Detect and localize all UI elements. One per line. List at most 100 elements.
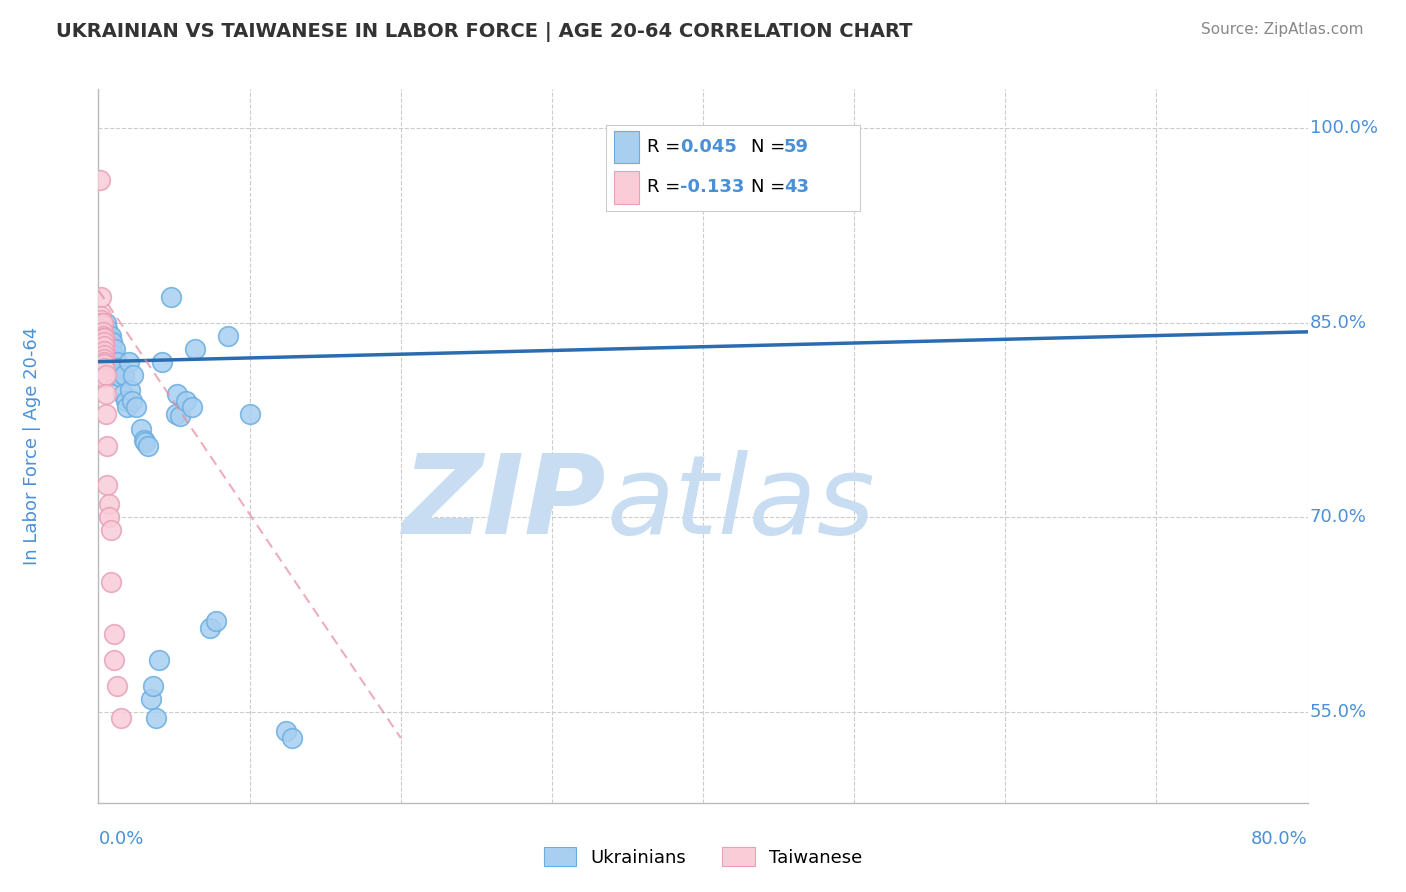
Point xyxy=(90,318,112,333)
Point xyxy=(91,339,114,353)
Point xyxy=(94,331,117,345)
Point xyxy=(281,731,304,745)
Point xyxy=(94,316,117,330)
Point xyxy=(107,361,129,376)
Point xyxy=(96,335,118,350)
Point xyxy=(100,575,122,590)
Text: 55.0%: 55.0% xyxy=(1310,703,1367,721)
Point xyxy=(160,290,183,304)
Point xyxy=(110,361,132,376)
Point xyxy=(93,352,115,367)
Point xyxy=(94,326,117,340)
Point xyxy=(93,339,115,353)
Point xyxy=(148,653,170,667)
Text: 0.045: 0.045 xyxy=(681,138,737,156)
Point xyxy=(110,711,132,725)
Point xyxy=(93,354,115,368)
Point xyxy=(174,393,197,408)
Point xyxy=(91,316,114,330)
Point xyxy=(91,331,114,345)
Point xyxy=(100,524,122,538)
Point xyxy=(90,322,112,336)
Text: N =: N = xyxy=(751,138,792,156)
FancyBboxPatch shape xyxy=(614,171,640,203)
Point xyxy=(150,354,173,368)
Point xyxy=(129,422,152,436)
Point xyxy=(91,335,114,350)
Text: UKRAINIAN VS TAIWANESE IN LABOR FORCE | AGE 20-64 CORRELATION CHART: UKRAINIAN VS TAIWANESE IN LABOR FORCE | … xyxy=(56,22,912,42)
Point xyxy=(120,383,142,397)
Point xyxy=(104,342,127,356)
Point xyxy=(91,352,114,367)
FancyBboxPatch shape xyxy=(614,131,640,163)
Point xyxy=(165,407,187,421)
Text: 85.0%: 85.0% xyxy=(1310,314,1367,332)
Point xyxy=(90,313,112,327)
Point xyxy=(94,407,117,421)
Point xyxy=(104,368,127,382)
Point xyxy=(94,368,117,382)
Point xyxy=(98,497,121,511)
Text: In Labor Force | Age 20-64: In Labor Force | Age 20-64 xyxy=(22,326,41,566)
Point xyxy=(125,400,148,414)
Point xyxy=(98,335,121,350)
Text: ZIP: ZIP xyxy=(402,450,606,557)
Point xyxy=(90,310,112,324)
Point xyxy=(96,478,118,492)
Point xyxy=(98,342,121,356)
Point xyxy=(93,357,115,371)
Point xyxy=(108,370,131,384)
Text: 70.0%: 70.0% xyxy=(1310,508,1367,526)
Text: R =: R = xyxy=(647,138,686,156)
Text: Source: ZipAtlas.com: Source: ZipAtlas.com xyxy=(1201,22,1364,37)
Point xyxy=(91,328,114,343)
Point xyxy=(114,393,136,408)
Point xyxy=(105,679,128,693)
Point xyxy=(274,724,297,739)
Point xyxy=(205,614,228,628)
Point xyxy=(91,344,114,359)
Point xyxy=(93,322,115,336)
Point xyxy=(96,328,118,343)
Text: 100.0%: 100.0% xyxy=(1310,120,1378,137)
Point xyxy=(136,439,159,453)
Point xyxy=(166,387,188,401)
Point xyxy=(108,368,131,382)
Point xyxy=(200,621,222,635)
Point xyxy=(91,348,114,362)
Text: R =: R = xyxy=(647,178,686,196)
Point xyxy=(93,370,115,384)
Text: 80.0%: 80.0% xyxy=(1251,830,1308,847)
Point xyxy=(101,357,124,371)
Text: N =: N = xyxy=(751,178,792,196)
Point xyxy=(103,627,125,641)
Legend: Ukrainians, Taiwanese: Ukrainians, Taiwanese xyxy=(536,840,870,874)
Text: 43: 43 xyxy=(785,178,808,196)
Point xyxy=(101,352,124,367)
Point xyxy=(96,322,118,336)
Point xyxy=(132,433,155,447)
Point xyxy=(93,331,115,345)
Point xyxy=(105,354,128,368)
Point xyxy=(91,361,114,376)
Point xyxy=(105,361,128,376)
Point xyxy=(91,357,114,371)
Point xyxy=(90,316,112,330)
Point xyxy=(100,344,122,359)
Point xyxy=(169,409,191,424)
Point xyxy=(103,653,125,667)
Point xyxy=(184,342,207,356)
Point xyxy=(103,348,125,362)
Point xyxy=(91,322,114,336)
Point xyxy=(122,368,145,382)
Point xyxy=(93,361,115,376)
Text: -0.133: -0.133 xyxy=(681,178,744,196)
Point xyxy=(98,328,121,343)
Point xyxy=(112,368,135,382)
Point xyxy=(101,335,124,350)
Point xyxy=(89,173,111,187)
Text: atlas: atlas xyxy=(606,450,875,557)
Point xyxy=(111,387,134,401)
Point xyxy=(98,510,121,524)
Point xyxy=(115,400,138,414)
